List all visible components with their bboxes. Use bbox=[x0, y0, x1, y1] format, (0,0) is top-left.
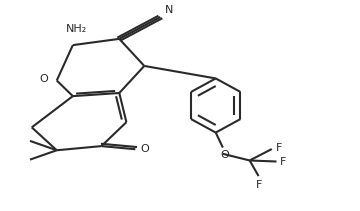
Text: F: F bbox=[255, 180, 262, 190]
Text: O: O bbox=[39, 74, 48, 84]
Text: F: F bbox=[275, 143, 282, 153]
Text: N: N bbox=[165, 5, 173, 15]
Text: F: F bbox=[280, 157, 287, 166]
Text: NH₂: NH₂ bbox=[66, 24, 87, 34]
Text: O: O bbox=[220, 150, 229, 160]
Text: O: O bbox=[141, 144, 149, 154]
